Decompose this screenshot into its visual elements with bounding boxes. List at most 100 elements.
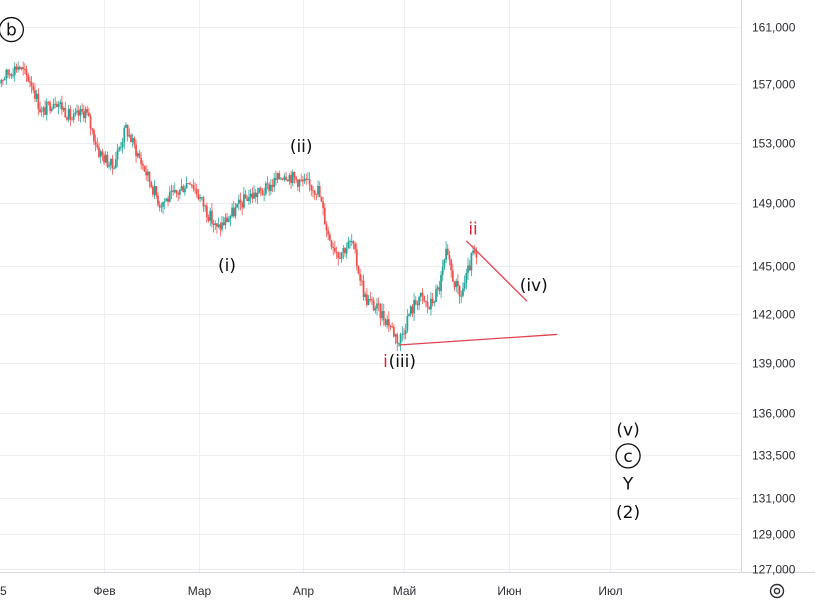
candle-body — [259, 188, 262, 191]
candle-body — [118, 147, 121, 150]
candle-body — [87, 112, 90, 117]
candle-body — [236, 203, 239, 208]
candle-body — [136, 153, 139, 157]
candle-body — [376, 303, 378, 309]
candle-body — [467, 265, 469, 274]
time-tick-label: Июл — [598, 584, 622, 598]
trend-line[interactable] — [398, 333, 558, 346]
candle-body — [455, 280, 458, 288]
candle-body — [403, 333, 405, 335]
candle-body — [35, 93, 38, 99]
vertical-gridlines — [104, 0, 611, 572]
candle-body — [374, 308, 377, 311]
trend-line[interactable] — [465, 240, 528, 302]
candle-body — [162, 201, 164, 207]
candle-body — [119, 146, 122, 148]
candle-body — [382, 311, 385, 321]
time-tick-label: Июн — [497, 584, 521, 598]
candle-body — [113, 168, 116, 169]
candle-body — [10, 73, 13, 77]
candle-body — [200, 197, 203, 198]
candle-body — [185, 183, 188, 189]
candle-body — [389, 326, 392, 327]
candle-body — [366, 294, 368, 305]
wave-label-ii: (ii) — [290, 137, 313, 157]
candle-body — [155, 185, 158, 196]
time-tick-label: Май — [393, 584, 417, 598]
candle-body — [443, 259, 446, 267]
candle-body — [114, 159, 117, 169]
settings-gear-icon[interactable] — [765, 580, 789, 602]
candle-body — [295, 177, 298, 180]
candle-body — [411, 306, 414, 314]
candle-body — [91, 128, 94, 130]
candle-body — [283, 176, 286, 180]
candle-body — [367, 298, 370, 305]
candle-body — [216, 223, 218, 227]
candle-body — [433, 301, 436, 304]
candle-body — [3, 78, 6, 81]
candle-body — [386, 319, 389, 326]
candle-body — [472, 250, 474, 254]
candle-body — [296, 179, 299, 187]
horizontal-gridlines — [0, 27, 741, 570]
candle-body — [77, 110, 80, 116]
candle-body — [307, 179, 309, 181]
candle-body — [42, 107, 45, 112]
candle-body — [205, 205, 208, 218]
candle-body — [398, 343, 400, 345]
candle-body — [406, 316, 409, 331]
candle-body — [271, 184, 274, 187]
candle-body — [354, 243, 357, 250]
candle-body — [453, 281, 456, 288]
candle-body — [333, 247, 336, 252]
candle-body — [408, 314, 410, 317]
candle-body — [246, 198, 249, 202]
candle-body — [55, 103, 58, 107]
candle-body — [451, 270, 454, 282]
candle-body — [251, 193, 254, 199]
candle-body — [224, 217, 227, 226]
candle-body — [244, 194, 247, 199]
candle-body — [165, 198, 168, 202]
wave-label-b: b — [6, 21, 17, 41]
candle-body — [135, 144, 137, 157]
candle-body — [82, 111, 85, 118]
candle-body — [29, 81, 31, 83]
candle-body — [27, 75, 30, 82]
candle-body — [39, 108, 41, 113]
candle-body — [138, 153, 141, 158]
candle-body — [261, 190, 264, 195]
candle-body — [140, 157, 143, 164]
price-tick-label: 142,000 — [752, 308, 796, 322]
time-axis[interactable]: 5 Фев Мар Апр Май Июн Июл — [0, 584, 623, 598]
wave-label-circle — [615, 443, 641, 469]
candle-body — [103, 155, 105, 163]
price-axis[interactable]: 161,000 157,000 153,000 149,000 145,000 142,0… — [752, 21, 796, 577]
candle-body — [221, 222, 223, 230]
candle-body — [94, 141, 97, 145]
candle-body — [276, 173, 279, 180]
candle-body — [381, 311, 383, 319]
candle-body — [182, 186, 185, 193]
candle-body — [275, 178, 277, 180]
candle-body — [416, 304, 419, 306]
candle-body — [350, 241, 353, 242]
candle-body — [359, 273, 362, 281]
wave-label-ii_red: ii — [468, 220, 477, 240]
candle-body — [305, 178, 308, 180]
candle-body — [285, 176, 287, 180]
candle-body — [423, 296, 426, 302]
candle-body — [204, 205, 207, 207]
candle-body — [450, 259, 453, 271]
candle-body — [396, 334, 399, 344]
candle-body — [431, 298, 434, 304]
candle-body — [160, 206, 163, 208]
price-tick-label: 145,000 — [752, 260, 796, 274]
candle-body — [387, 319, 390, 327]
candle-body — [328, 234, 331, 241]
candle-body — [128, 135, 131, 137]
candle-body — [413, 300, 415, 314]
candle-body — [440, 274, 442, 291]
